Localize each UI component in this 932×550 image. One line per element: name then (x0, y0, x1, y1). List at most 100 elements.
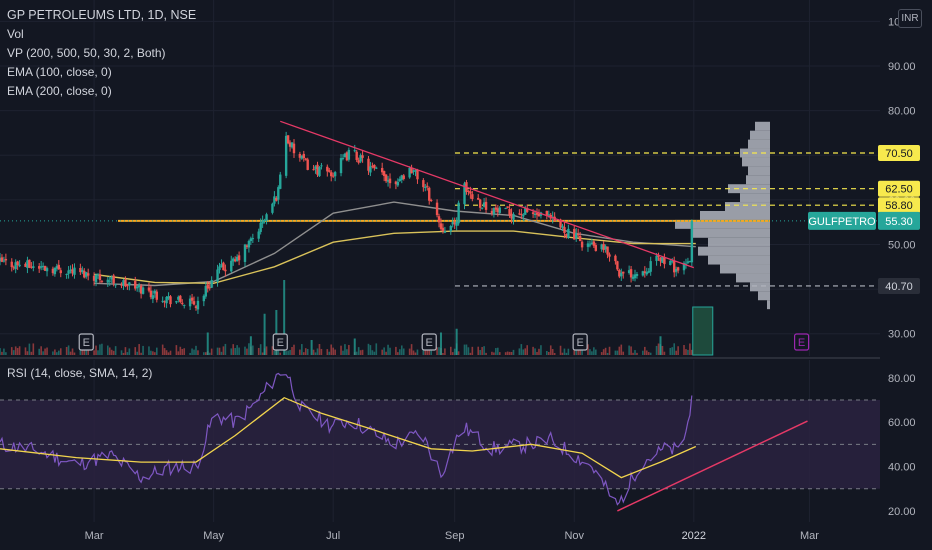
candle-body (2, 260, 6, 262)
volume-bar (195, 345, 197, 355)
volume-bar (279, 352, 282, 355)
candle-body (490, 211, 494, 214)
candle-body (196, 300, 200, 310)
rsi-tick-label: 20.00 (888, 506, 916, 518)
time-tick-label: May (203, 530, 224, 542)
volume-bar (685, 349, 687, 355)
legend-ema-100[interactable]: EMA (100, close, 0) (7, 65, 112, 79)
rsi-tick-label: 80.00 (888, 373, 916, 385)
volume-bar (453, 348, 456, 355)
candle-body (547, 214, 550, 216)
volume-bar (232, 344, 235, 355)
candle-body (384, 174, 388, 182)
candle-body (592, 241, 596, 246)
volume-bar (110, 349, 113, 355)
candle-body (594, 245, 598, 251)
volume-bar (655, 345, 658, 355)
volume-bar (222, 346, 225, 355)
candle-body (526, 208, 529, 212)
candle-body (416, 169, 419, 180)
price-tick-label: 30.00 (888, 329, 916, 341)
symbol-title[interactable]: GP PETROLEUMS LTD, 1D, NSE (7, 8, 197, 22)
volume-bar (426, 348, 429, 355)
candle-body (492, 208, 496, 215)
candles[interactable] (0, 131, 694, 314)
candle-body (671, 260, 674, 262)
candle-body (16, 261, 19, 266)
candle-body (216, 269, 219, 282)
volume-bar (122, 352, 125, 355)
volume-bar (10, 347, 13, 355)
candle-body (155, 291, 158, 300)
currency-button[interactable]: INR (898, 9, 922, 28)
candle-body (79, 267, 82, 273)
legend-ema-200[interactable]: EMA (200, close, 0) (7, 84, 112, 98)
volume-bar (44, 348, 46, 355)
candle-body (12, 267, 15, 269)
candle-body (257, 231, 260, 239)
level-price-tag (878, 197, 920, 214)
candle-body (316, 164, 319, 175)
time-tick-label: Mar (85, 530, 104, 542)
earnings-marker-label: E (798, 337, 805, 349)
volume-bar (551, 349, 554, 355)
volume-bar (154, 352, 156, 355)
volume-bar (203, 352, 205, 355)
volume-bar (563, 348, 566, 355)
volume-bar (644, 346, 646, 355)
volume-bar (136, 351, 138, 355)
candle-body (188, 298, 192, 307)
candle-body (134, 280, 137, 289)
candle-body (663, 257, 666, 265)
volume-profile-bin (692, 228, 770, 238)
volume-bar (361, 349, 364, 355)
volume-bar (436, 347, 438, 355)
volume-bar (495, 348, 497, 355)
candle-body (235, 256, 239, 262)
trendlines[interactable] (280, 120, 695, 269)
volume-bar (304, 348, 307, 355)
candle-body (633, 274, 637, 279)
volume-profile-bin (742, 157, 770, 167)
volume-bar (87, 348, 89, 355)
volume-bar (52, 351, 54, 355)
volume-profile-bin (700, 211, 770, 220)
legend-volume[interactable]: Vol (7, 27, 24, 41)
rsi-legend[interactable]: RSI (14, close, SMA, 14, 2) (7, 366, 153, 380)
candle-body (635, 273, 639, 277)
volume-profile-bin (736, 273, 770, 283)
candle-body (518, 213, 521, 215)
candle-body (424, 186, 427, 189)
volume-bar (1, 351, 3, 355)
candle-body (224, 269, 227, 272)
legend-volume-profile[interactable]: VP (200, 500, 50, 30, 2, Both) (7, 46, 166, 60)
volume-bar-spike (275, 310, 278, 355)
candle-body (422, 180, 425, 188)
volume-bar (444, 348, 446, 355)
volume-bar (95, 345, 97, 355)
axes: 30.0040.0050.0060.0070.0080.0090.00100.0… (85, 0, 932, 550)
candle-body (286, 135, 290, 144)
candle-body (600, 244, 603, 250)
time-tick-label: Sep (445, 530, 465, 542)
candle-body (537, 213, 541, 217)
rsi-pane[interactable] (0, 372, 880, 512)
volume-bar (373, 351, 376, 355)
earnings-marker-label: E (426, 337, 433, 349)
volume-bar (642, 350, 644, 355)
earnings-marker-label: E (83, 337, 90, 349)
volume-bar (191, 348, 193, 355)
volume-bar (412, 350, 415, 355)
candle-body (676, 267, 680, 271)
volume-bar (671, 347, 674, 355)
volume-bar (138, 344, 140, 355)
earnings-marker-upcoming (794, 333, 810, 351)
candle-body (641, 271, 645, 276)
volume-bar (647, 352, 650, 355)
candle-body (120, 284, 123, 286)
candle-body (443, 231, 447, 233)
price-tick-label: 80.00 (888, 106, 916, 118)
volume-bar (451, 352, 454, 355)
